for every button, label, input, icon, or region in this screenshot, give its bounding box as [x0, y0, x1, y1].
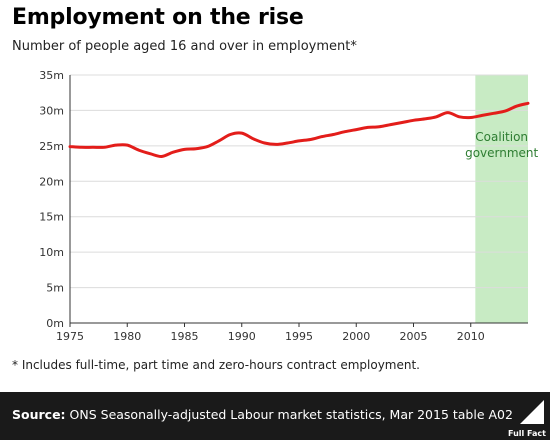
x-tick-label: 1975	[56, 330, 84, 343]
full-fact-logo-text: Full Fact	[508, 429, 546, 438]
source-bar: Source: ONS Seasonally-adjusted Labour m…	[0, 392, 550, 440]
source-detail: ONS Seasonally-adjusted Labour market st…	[69, 407, 513, 422]
y-tick-label: 25m	[39, 140, 64, 153]
employment-series-line	[68, 101, 530, 159]
x-tick-label: 1985	[171, 330, 199, 343]
band-label-line2: government	[465, 146, 538, 160]
band-label-line1: Coalition	[475, 130, 528, 144]
chart-title: Employment on the rise	[12, 5, 304, 30]
source-text: Source: ONS Seasonally-adjusted Labour m…	[12, 407, 513, 422]
y-tick-label: 15m	[39, 211, 64, 224]
x-tick-label: 1980	[113, 330, 141, 343]
full-fact-logo-icon	[520, 400, 544, 424]
source-label: Source:	[12, 407, 66, 422]
y-tick-label: 10m	[39, 246, 64, 259]
line-chart: 0m 5m 10m 15m 20m 25m 30m 35m 1975 1980 1985 1990 19…	[39, 69, 538, 343]
y-tick-label: 20m	[39, 175, 64, 188]
y-tick-label: 5m	[46, 282, 64, 295]
x-tick-label: 2010	[457, 330, 485, 343]
x-tick-label: 1995	[285, 330, 313, 343]
footnote: * Includes full-time, part time and zero…	[12, 358, 420, 372]
x-tick-label: 2000	[342, 330, 370, 343]
y-tick-label: 35m	[39, 69, 64, 82]
chart-subtitle: Number of people aged 16 and over in emp…	[12, 39, 357, 54]
x-tick-label: 2005	[400, 330, 428, 343]
y-tick-label: 0m	[46, 317, 64, 330]
y-tick-label: 30m	[39, 104, 64, 117]
x-tick-label: 1990	[228, 330, 256, 343]
